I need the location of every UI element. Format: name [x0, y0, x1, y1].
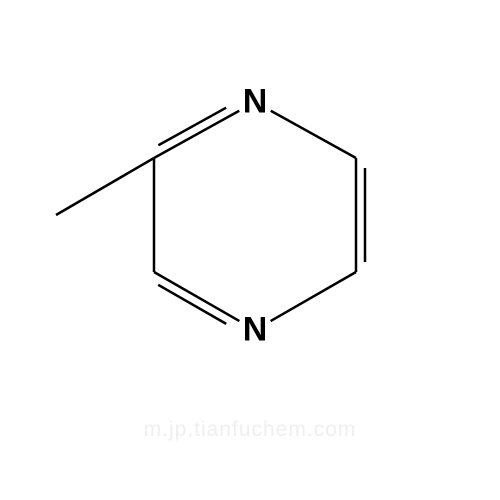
molecule-svg	[0, 0, 500, 500]
atom-label-N1: N	[243, 83, 268, 122]
atom-label-N4: N	[243, 311, 268, 350]
molecule-canvas: m.jp.tianfuchem.com NN	[0, 0, 500, 500]
